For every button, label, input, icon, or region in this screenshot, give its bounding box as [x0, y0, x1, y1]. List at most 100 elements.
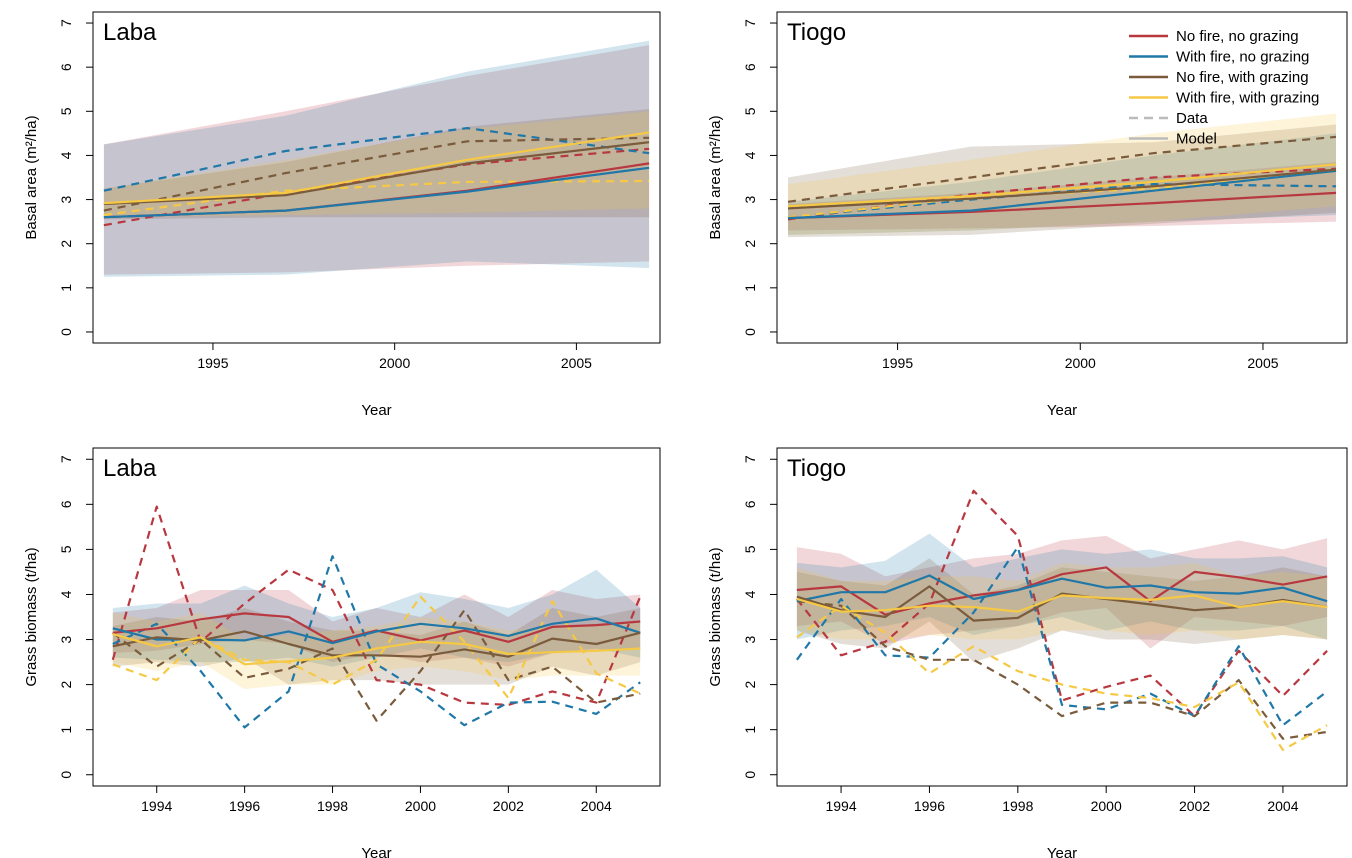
panel-laba-grass-biomass: 1994 1996 1998 2000 2002 2004 0 1 2 3 4 5 6 7 Year Gras… [23, 447, 661, 858]
series-model-no-fire-with-grazing [112, 630, 641, 658]
band-no-fire-with-grazing [788, 124, 1336, 238]
series-data-with-fire-no-grazing [796, 545, 1328, 727]
series-data-no-fire-with-grazing [796, 600, 1328, 740]
y-axis-title: Grass biomass (t/ha) [707, 547, 724, 686]
x-tick-label: 1994 [141, 798, 172, 814]
x-tick-label: 2004 [581, 798, 612, 814]
band-with-fire-with-grazing [103, 111, 650, 218]
plot-frame [92, 11, 661, 344]
series-data-no-fire-with-grazing [112, 609, 641, 722]
y-tick-label: 1 [58, 284, 74, 292]
y-tick-label: 6 [742, 500, 758, 508]
legend-label-data: Data [1176, 110, 1208, 127]
band-no-fire-no-grazing [112, 590, 641, 667]
y-tick-label: 3 [58, 195, 74, 203]
series-data-with-fire-with-grazing [112, 595, 641, 700]
y-tick-label: 0 [58, 771, 74, 779]
series-model-with-fire-no-grazing [787, 169, 1337, 220]
y-axis-title: Grass biomass (t/ha) [23, 547, 40, 686]
panel-tiogo-basal-area: 1995 2000 2005 0 1 2 3 4 5 6 7 Year Basal area (m²/h… [707, 11, 1348, 419]
band-no-fire-no-grazing [796, 535, 1328, 649]
y-tick-label: 5 [58, 107, 74, 115]
x-tick-label: 2004 [1267, 798, 1298, 814]
x-tick-label: 1996 [229, 798, 260, 814]
series-data-no-fire-no-grazing [111, 505, 642, 707]
series-data-with-fire-with-grazing [796, 604, 1328, 752]
series-data-with-fire-no-grazing [112, 555, 641, 729]
legend-label-model: Model [1176, 131, 1217, 148]
y-tick-label: 1 [58, 726, 74, 734]
y-tick-label: 2 [58, 680, 74, 688]
x-tick-label: 1998 [1002, 798, 1033, 814]
x-tick-label: 1996 [914, 798, 945, 814]
y-tick-label: 5 [742, 545, 758, 553]
band-no-fire-with-grazing [103, 109, 650, 220]
series-model-no-fire-with-grazing [787, 168, 1337, 210]
series-model-no-fire-with-grazing [103, 141, 650, 206]
panel-title: Laba [103, 455, 157, 482]
y-tick-label: 2 [58, 240, 74, 248]
legend-label-no-fire-no-grazing: No fire, no grazing [1176, 28, 1299, 45]
panel-title: Tiogo [787, 19, 846, 46]
y-axis-title: Basal area (m²/ha) [23, 115, 40, 239]
x-tick-label: 1995 [882, 355, 913, 371]
y-tick-label: 4 [742, 151, 758, 159]
y-axis-title: Basal area (m²/ha) [707, 115, 724, 239]
band-with-fire-no-grazing [788, 133, 1336, 235]
y-tick-label: 7 [58, 19, 74, 27]
panel-title: Tiogo [787, 455, 846, 482]
y-tick-label: 3 [742, 635, 758, 643]
y-tick-label: 3 [742, 195, 758, 203]
x-tick-label: 2000 [379, 355, 410, 371]
x-axis-title: Year [361, 402, 391, 419]
plot-frame [92, 447, 661, 787]
x-tick-label: 1998 [317, 798, 348, 814]
y-tick-label: 4 [742, 590, 758, 598]
panel-tiogo-grass-biomass: 1994 1996 1998 2000 2002 2004 0 1 2 3 4 5 6 7 Year Gras… [707, 447, 1348, 858]
band-no-fire-with-grazing [796, 558, 1328, 663]
x-tick-label: 2005 [1247, 355, 1278, 371]
x-tick-label: 2000 [1091, 798, 1122, 814]
y-tick-label: 7 [58, 455, 74, 463]
series-model-with-fire-no-grazing [103, 166, 650, 219]
y-tick-label: 1 [742, 726, 758, 734]
series-model-with-fire-no-grazing [796, 574, 1328, 603]
y-tick-label: 6 [58, 500, 74, 508]
y-tick-label: 7 [742, 455, 758, 463]
x-tick-label: 2005 [561, 355, 592, 371]
band-with-fire-with-grazing [788, 113, 1336, 235]
x-tick-label: 2000 [405, 798, 436, 814]
x-tick-label: 1994 [825, 798, 856, 814]
y-tick-label: 7 [742, 19, 758, 27]
x-tick-label: 1995 [197, 355, 228, 371]
x-axis-title: Year [1047, 402, 1077, 419]
panel-laba-basal-area: 1995 2000 2005 0 1 2 3 4 5 6 7 Year Basal area (m²/h… [23, 11, 661, 419]
plot-frame [776, 11, 1348, 344]
series-model-no-fire-no-grazing [796, 566, 1328, 616]
legend-label-no-fire-with-grazing: No fire, with grazing [1176, 69, 1309, 86]
band-with-fire-with-grazing [796, 562, 1328, 640]
panel-title: Laba [103, 19, 157, 46]
legend: No fire, no grazing With fire, no grazing… [1129, 28, 1319, 148]
y-tick-label: 6 [742, 63, 758, 71]
y-tick-label: 0 [742, 771, 758, 779]
legend-label-with-fire-no-grazing: With fire, no grazing [1176, 49, 1309, 66]
y-tick-label: 3 [58, 635, 74, 643]
series-model-with-fire-with-grazing [112, 633, 641, 666]
y-tick-label: 0 [58, 328, 74, 336]
y-tick-label: 1 [742, 284, 758, 292]
legend-label-with-fire-with-grazing: With fire, with grazing [1176, 90, 1319, 107]
series-model-with-fire-with-grazing [796, 594, 1328, 613]
x-tick-label: 2002 [1179, 798, 1210, 814]
y-tick-label: 5 [742, 107, 758, 115]
y-tick-label: 0 [742, 328, 758, 336]
band-with-fire-no-grazing [796, 533, 1328, 640]
y-tick-label: 4 [58, 151, 74, 159]
y-tick-label: 4 [58, 590, 74, 598]
series-data-with-fire-with-grazing [103, 179, 650, 217]
band-with-fire-no-grazing [103, 40, 650, 277]
series-data-no-fire-no-grazing [796, 489, 1328, 718]
x-axis-title: Year [361, 845, 391, 858]
band-no-fire-with-grazing [112, 608, 641, 685]
